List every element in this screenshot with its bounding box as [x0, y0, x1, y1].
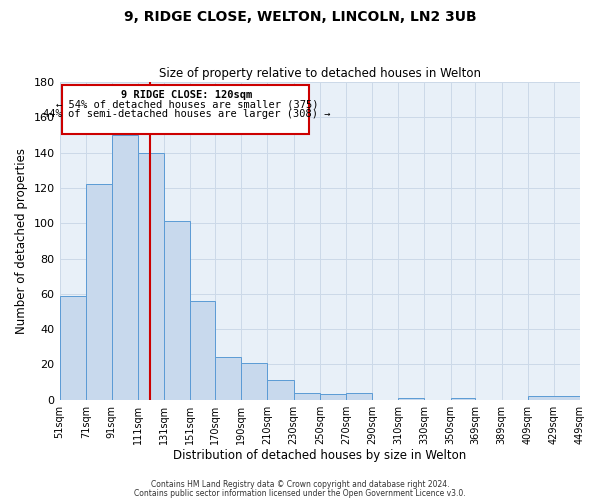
- Bar: [190, 301, 215, 400]
- X-axis label: Distribution of detached houses by size in Welton: Distribution of detached houses by size …: [173, 450, 466, 462]
- Bar: [241, 362, 268, 400]
- Bar: [215, 358, 241, 400]
- Bar: [293, 392, 320, 400]
- Bar: [346, 392, 372, 400]
- Title: Size of property relative to detached houses in Welton: Size of property relative to detached ho…: [159, 66, 481, 80]
- Text: 9, RIDGE CLOSE, WELTON, LINCOLN, LN2 3UB: 9, RIDGE CLOSE, WELTON, LINCOLN, LN2 3UB: [124, 10, 476, 24]
- Bar: [527, 396, 580, 400]
- Bar: [164, 222, 190, 400]
- Bar: [398, 398, 424, 400]
- Y-axis label: Number of detached properties: Number of detached properties: [15, 148, 28, 334]
- Text: ← 54% of detached houses are smaller (375): ← 54% of detached houses are smaller (37…: [56, 100, 319, 110]
- Bar: [59, 296, 86, 400]
- Text: 9 RIDGE CLOSE: 120sqm: 9 RIDGE CLOSE: 120sqm: [121, 90, 253, 100]
- Bar: [320, 394, 346, 400]
- Text: Contains HM Land Registry data © Crown copyright and database right 2024.: Contains HM Land Registry data © Crown c…: [151, 480, 449, 489]
- Bar: [112, 135, 138, 400]
- Bar: [86, 184, 112, 400]
- Text: Contains public sector information licensed under the Open Government Licence v3: Contains public sector information licen…: [134, 488, 466, 498]
- FancyBboxPatch shape: [62, 85, 310, 134]
- Bar: [138, 152, 164, 400]
- Text: 44% of semi-detached houses are larger (308) →: 44% of semi-detached houses are larger (…: [43, 109, 331, 119]
- Bar: [451, 398, 475, 400]
- Bar: [268, 380, 293, 400]
